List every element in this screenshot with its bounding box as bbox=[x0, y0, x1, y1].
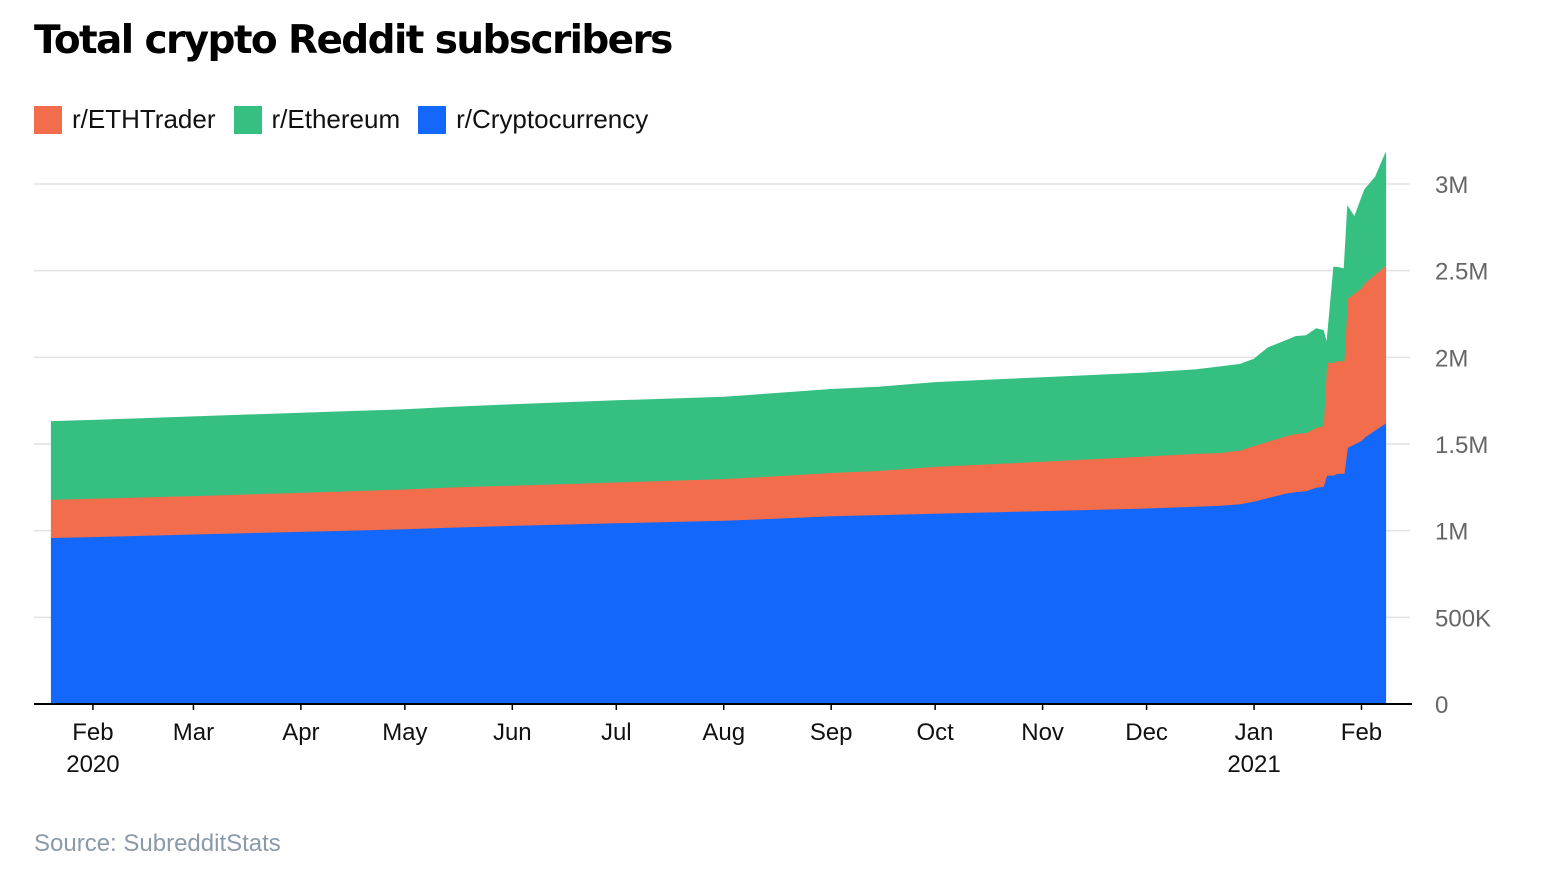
y-tick-label: 1.5M bbox=[1435, 432, 1488, 459]
y-tick-label: 0 bbox=[1435, 692, 1448, 719]
legend-item-ethereum: r/Ethereum bbox=[233, 104, 401, 135]
x-tick-label: Feb bbox=[1341, 719, 1382, 746]
legend-swatch bbox=[233, 105, 262, 134]
x-tick-label: Apr bbox=[282, 719, 319, 746]
legend-swatch bbox=[34, 105, 62, 134]
area-ethereum bbox=[50, 152, 1387, 500]
y-tick-label: 2M bbox=[1435, 345, 1468, 372]
axes: 0 500K 1M 1.5M 2M 2.5M 3M Feb 2020 Mar Apr May Jun Ju… bbox=[34, 172, 1491, 778]
y-tick-label: 1M bbox=[1435, 519, 1468, 546]
legend-item-cryptocurrency: r/Cryptocurrency bbox=[418, 104, 648, 135]
x-tick-label: Aug bbox=[702, 719, 745, 746]
x-tick-label: May bbox=[382, 719, 427, 746]
x-tick-label: Oct bbox=[916, 719, 954, 746]
legend-label: r/Cryptocurrency bbox=[456, 104, 649, 134]
legend-label: r/Ethereum bbox=[271, 104, 401, 134]
x-tick-label: Nov bbox=[1021, 719, 1064, 746]
y-tick-label: 2.5M bbox=[1435, 259, 1488, 286]
y-tick-label: 500K bbox=[1435, 605, 1491, 632]
legend-label: r/ETHTrader bbox=[72, 104, 216, 134]
legend-swatch bbox=[418, 105, 447, 134]
chart-source: Source: SubredditStats bbox=[34, 830, 281, 857]
x-tick-label: Jun bbox=[493, 719, 532, 746]
x-tick-label: Jan bbox=[1235, 719, 1274, 746]
x-tick-label: Jul bbox=[601, 719, 632, 746]
x-tick-label: Feb bbox=[72, 719, 113, 746]
x-tick-year-label: 2020 bbox=[66, 751, 119, 778]
y-tick-label: 3M bbox=[1435, 172, 1468, 199]
stacked-area-chart: 0 500K 1M 1.5M 2M 2.5M 3M Feb 2020 Mar Apr May Jun Ju… bbox=[34, 152, 1491, 778]
series-areas bbox=[50, 152, 1387, 705]
chart-title: Total crypto Reddit subscribers bbox=[34, 18, 673, 63]
x-tick-label: Dec bbox=[1125, 719, 1168, 746]
chart-legend: r/ETHTrader r/Ethereum r/Cryptocurrency bbox=[34, 104, 666, 135]
legend-item-ethtrader: r/ETHTrader bbox=[34, 104, 216, 135]
x-tick-year-label: 2021 bbox=[1227, 751, 1280, 778]
x-tick-label: Mar bbox=[173, 719, 214, 746]
x-tick-label: Sep bbox=[810, 719, 853, 746]
